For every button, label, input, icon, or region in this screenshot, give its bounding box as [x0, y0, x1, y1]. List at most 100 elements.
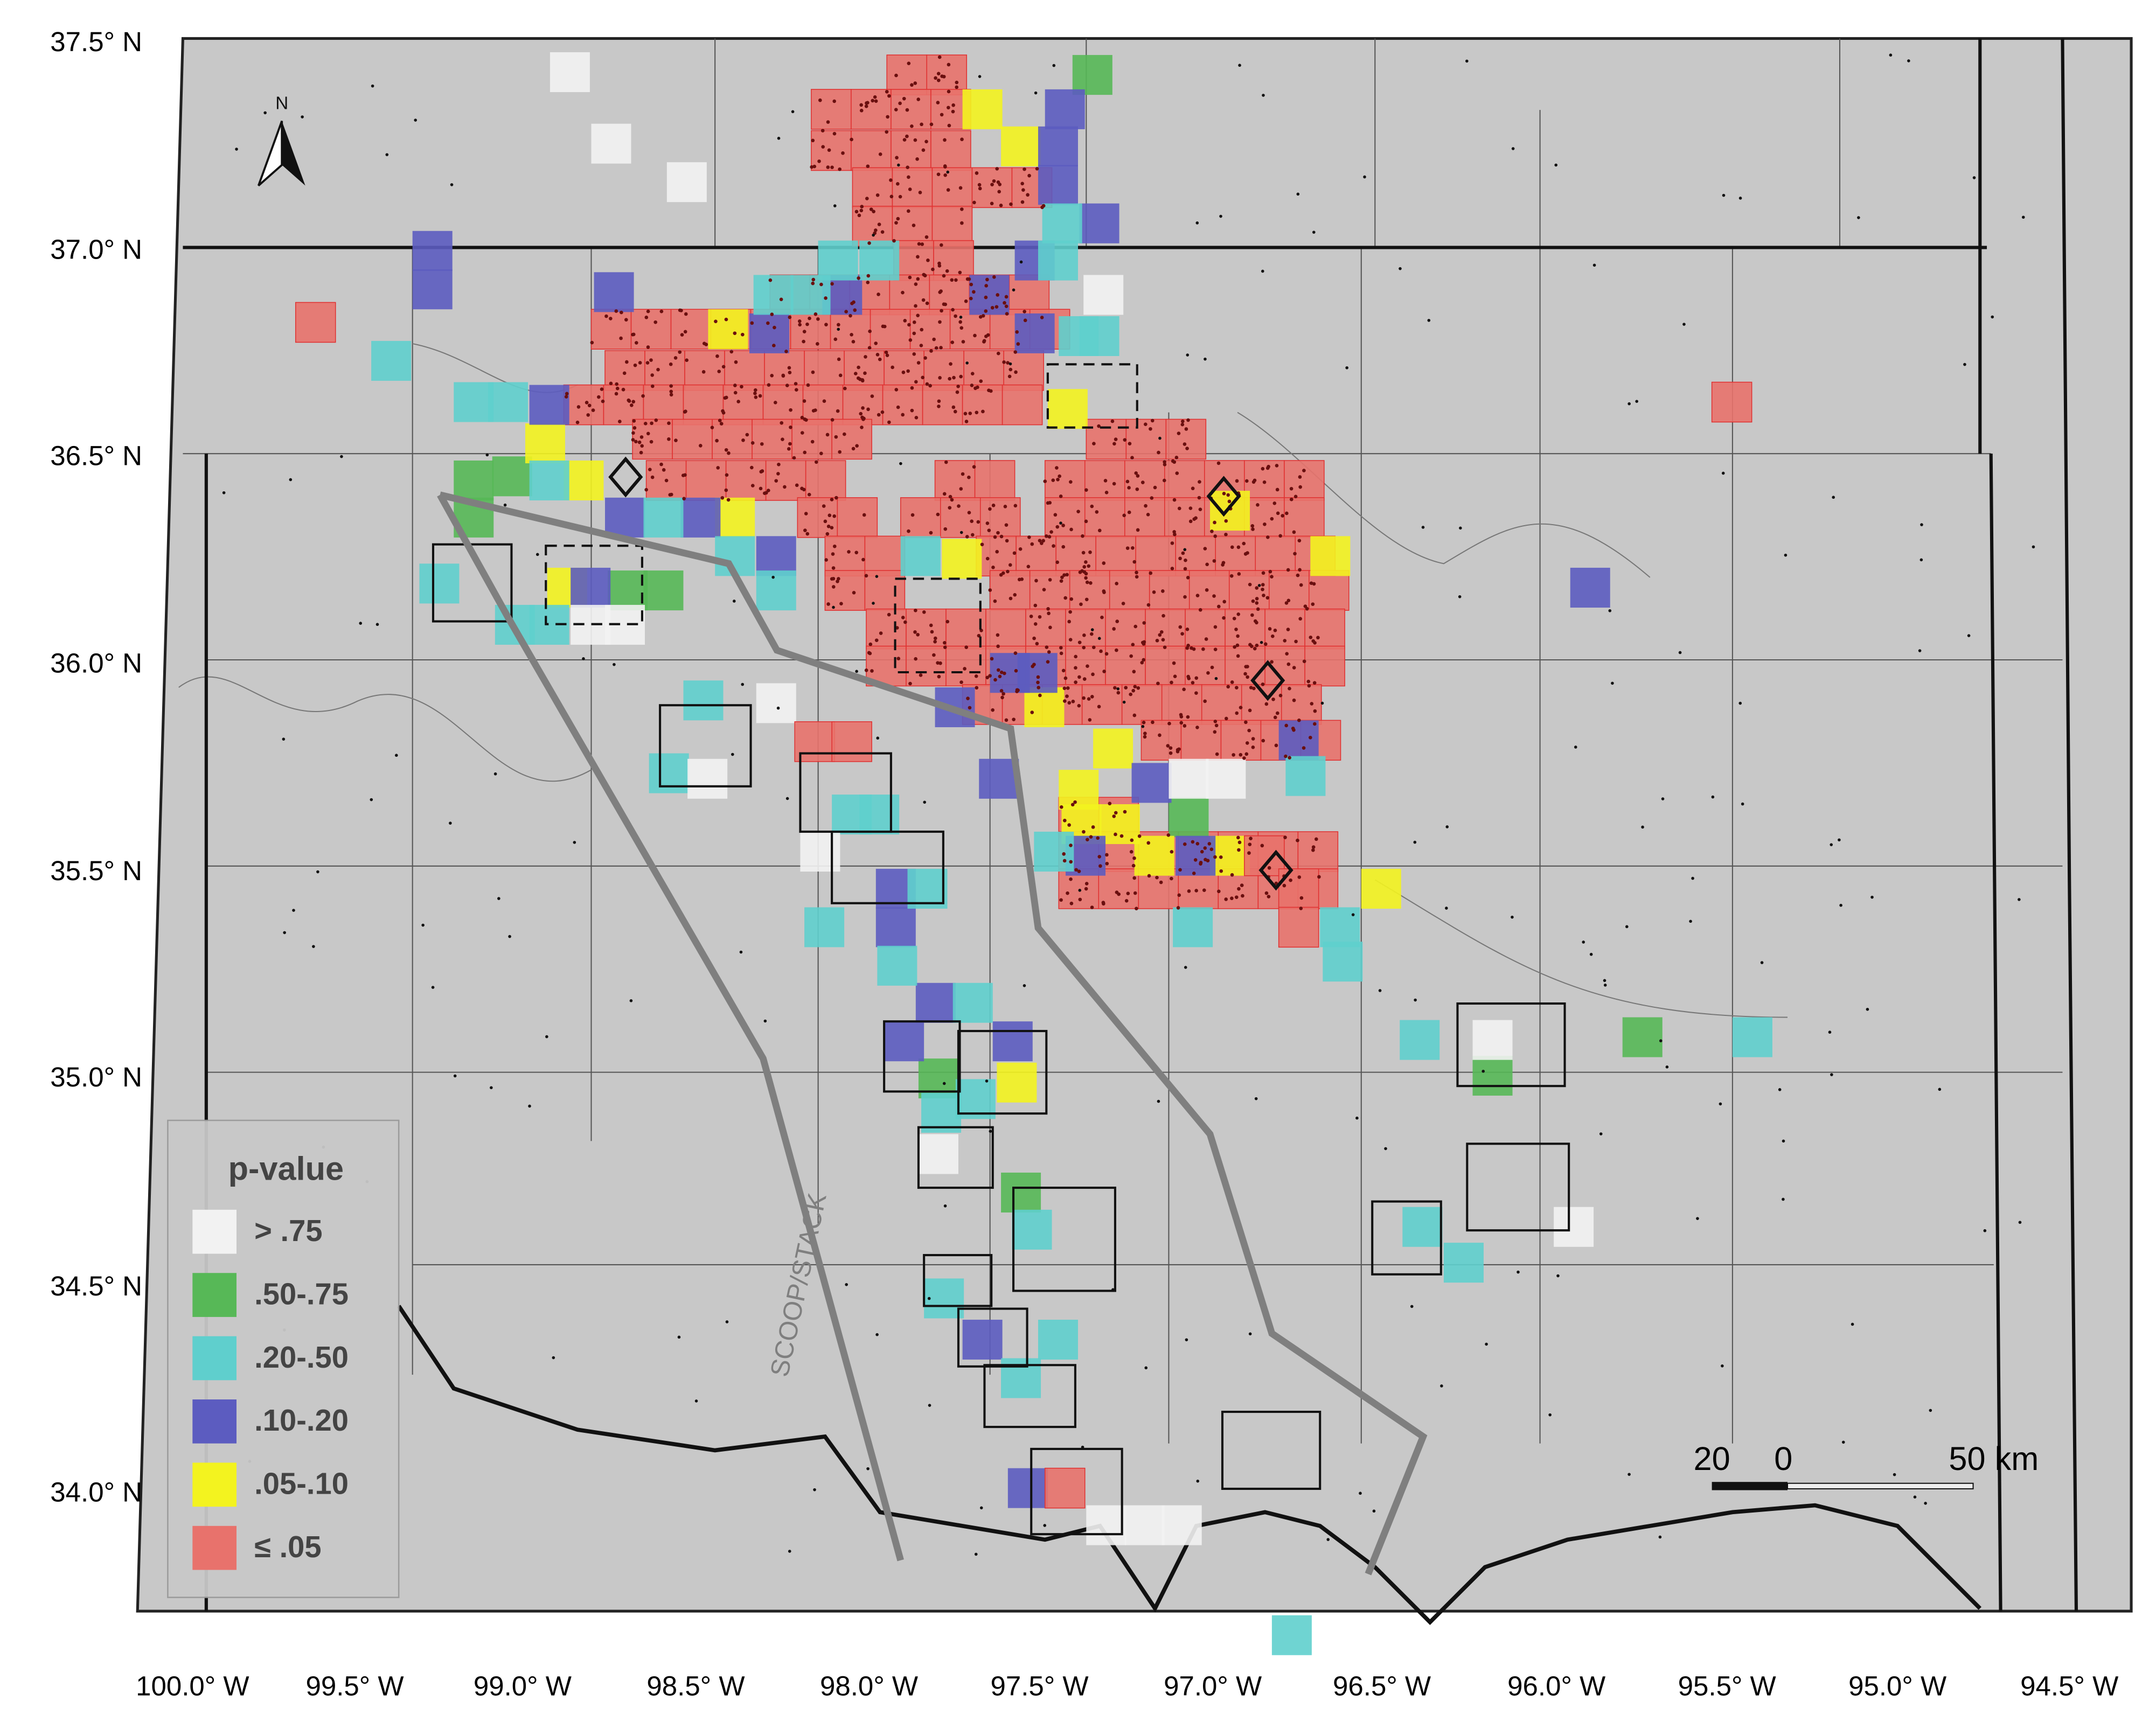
event-dot	[1641, 825, 1644, 829]
axis-labels: 37.5° N37.0° N36.5° N36.0° N35.5° N35.0°…	[50, 26, 2118, 1701]
event-dot	[820, 129, 825, 133]
event-dot	[754, 395, 758, 399]
event-dot	[1261, 682, 1265, 686]
event-dot	[948, 377, 951, 381]
event-dot	[802, 330, 806, 333]
p-value-cells	[295, 52, 1772, 1655]
cell	[749, 313, 790, 353]
event-dot	[1129, 692, 1132, 696]
event-dot	[1003, 671, 1006, 675]
event-dot	[1230, 896, 1234, 901]
event-dot	[631, 400, 636, 404]
event-dot	[788, 371, 792, 374]
event-dot	[981, 313, 985, 318]
event-dot	[638, 361, 642, 365]
event-dot	[986, 333, 990, 337]
cell	[672, 419, 713, 460]
event-dot	[920, 242, 924, 246]
event-dot	[1172, 530, 1176, 534]
event-dot	[1242, 541, 1246, 546]
event-dot	[771, 575, 775, 579]
event-dot	[1175, 471, 1179, 475]
cell	[1225, 608, 1265, 650]
event-dot	[1114, 832, 1117, 837]
lon-label: 99.0° W	[474, 1670, 572, 1701]
event-dot	[914, 657, 917, 661]
event-dot	[901, 370, 906, 374]
event-dot	[732, 600, 736, 603]
event-dot	[1306, 679, 1311, 684]
event-dot	[853, 308, 857, 312]
event-dot	[1173, 674, 1177, 679]
event-dot	[864, 355, 867, 359]
event-dot	[891, 365, 894, 370]
event-dot	[967, 277, 971, 281]
cell	[1105, 608, 1146, 650]
event-dot	[1261, 571, 1265, 575]
event-dot	[1267, 464, 1270, 469]
event-dot	[1188, 506, 1193, 510]
cell	[412, 269, 453, 310]
event-dot	[552, 1356, 555, 1360]
event-dot	[999, 534, 1004, 539]
cell	[1065, 608, 1106, 650]
event-dot	[1308, 735, 1312, 740]
cell	[1045, 89, 1085, 129]
legend-swatch	[192, 1525, 237, 1570]
event-dot	[803, 528, 807, 532]
event-dot	[1265, 596, 1270, 600]
event-dot	[312, 945, 315, 948]
event-dot	[1245, 741, 1249, 745]
event-dot	[831, 585, 836, 589]
cell	[680, 497, 721, 538]
event-dot	[995, 166, 999, 171]
event-dot	[919, 673, 923, 677]
event-dot	[991, 565, 995, 569]
event-dot	[622, 371, 627, 375]
event-dot	[808, 316, 811, 320]
lon-label: 98.0° W	[820, 1670, 918, 1701]
event-dot	[974, 674, 978, 678]
lat-label: 35.5° N	[50, 855, 142, 886]
event-dot	[826, 165, 830, 169]
cell	[1014, 313, 1055, 353]
cell	[1012, 1209, 1052, 1250]
event-dot	[1235, 643, 1240, 647]
event-dot	[1239, 752, 1243, 757]
lon-label: 100.0° W	[136, 1670, 249, 1701]
event-dot	[929, 623, 933, 628]
event-dot	[1127, 486, 1131, 490]
event-dot	[1030, 710, 1034, 714]
event-dot	[1440, 1384, 1443, 1388]
event-dot	[503, 503, 507, 507]
event-dot	[1073, 800, 1077, 804]
event-dot	[1219, 869, 1223, 873]
event-dot	[282, 737, 286, 741]
event-dot	[1691, 876, 1694, 880]
event-dot	[939, 346, 943, 350]
event-dot	[841, 151, 845, 155]
event-dot	[943, 527, 948, 531]
event-dot	[1213, 647, 1218, 651]
event-dot	[1967, 634, 1971, 637]
event-dot	[870, 669, 874, 673]
cell	[525, 423, 565, 464]
event-dot	[899, 462, 902, 465]
event-dot	[1179, 715, 1184, 719]
event-dot	[431, 986, 435, 989]
event-dot	[862, 513, 866, 517]
event-dot	[1284, 723, 1289, 728]
event-dot	[664, 478, 669, 483]
event-dot	[901, 413, 905, 417]
event-dot	[850, 332, 853, 337]
event-dot	[1410, 1305, 1414, 1308]
event-dot	[1134, 471, 1138, 475]
event-dot	[1201, 647, 1205, 651]
event-dot	[923, 800, 927, 804]
cell	[1079, 316, 1119, 356]
event-dot	[976, 385, 979, 389]
event-dot	[776, 706, 780, 710]
event-dot	[759, 486, 763, 491]
event-dot	[650, 475, 655, 479]
event-dot	[1293, 552, 1297, 556]
